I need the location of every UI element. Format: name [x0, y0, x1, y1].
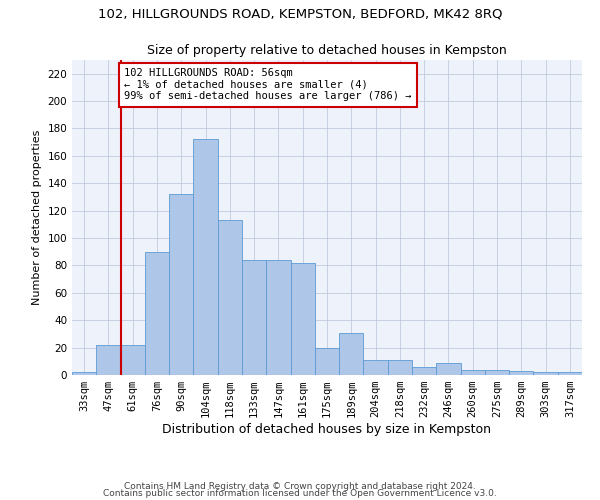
Bar [388, 360, 412, 375]
Bar [121, 345, 145, 375]
Text: Contains HM Land Registry data © Crown copyright and database right 2024.: Contains HM Land Registry data © Crown c… [124, 482, 476, 491]
Bar [485, 370, 509, 375]
Text: 102 HILLGROUNDS ROAD: 56sqm
← 1% of detached houses are smaller (4)
99% of semi-: 102 HILLGROUNDS ROAD: 56sqm ← 1% of deta… [124, 68, 412, 102]
Bar [242, 260, 266, 375]
Bar [533, 372, 558, 375]
Bar [290, 262, 315, 375]
Bar [315, 348, 339, 375]
Bar [169, 194, 193, 375]
Title: Size of property relative to detached houses in Kempston: Size of property relative to detached ho… [147, 44, 507, 58]
Bar [461, 370, 485, 375]
Text: 102, HILLGROUNDS ROAD, KEMPSTON, BEDFORD, MK42 8RQ: 102, HILLGROUNDS ROAD, KEMPSTON, BEDFORD… [98, 8, 502, 20]
Bar [96, 345, 121, 375]
Bar [339, 332, 364, 375]
Bar [509, 371, 533, 375]
Bar [436, 362, 461, 375]
Bar [412, 367, 436, 375]
Y-axis label: Number of detached properties: Number of detached properties [32, 130, 42, 305]
Bar [193, 140, 218, 375]
X-axis label: Distribution of detached houses by size in Kempston: Distribution of detached houses by size … [163, 423, 491, 436]
Bar [145, 252, 169, 375]
Bar [218, 220, 242, 375]
Bar [558, 372, 582, 375]
Bar [266, 260, 290, 375]
Bar [72, 372, 96, 375]
Text: Contains public sector information licensed under the Open Government Licence v3: Contains public sector information licen… [103, 489, 497, 498]
Bar [364, 360, 388, 375]
